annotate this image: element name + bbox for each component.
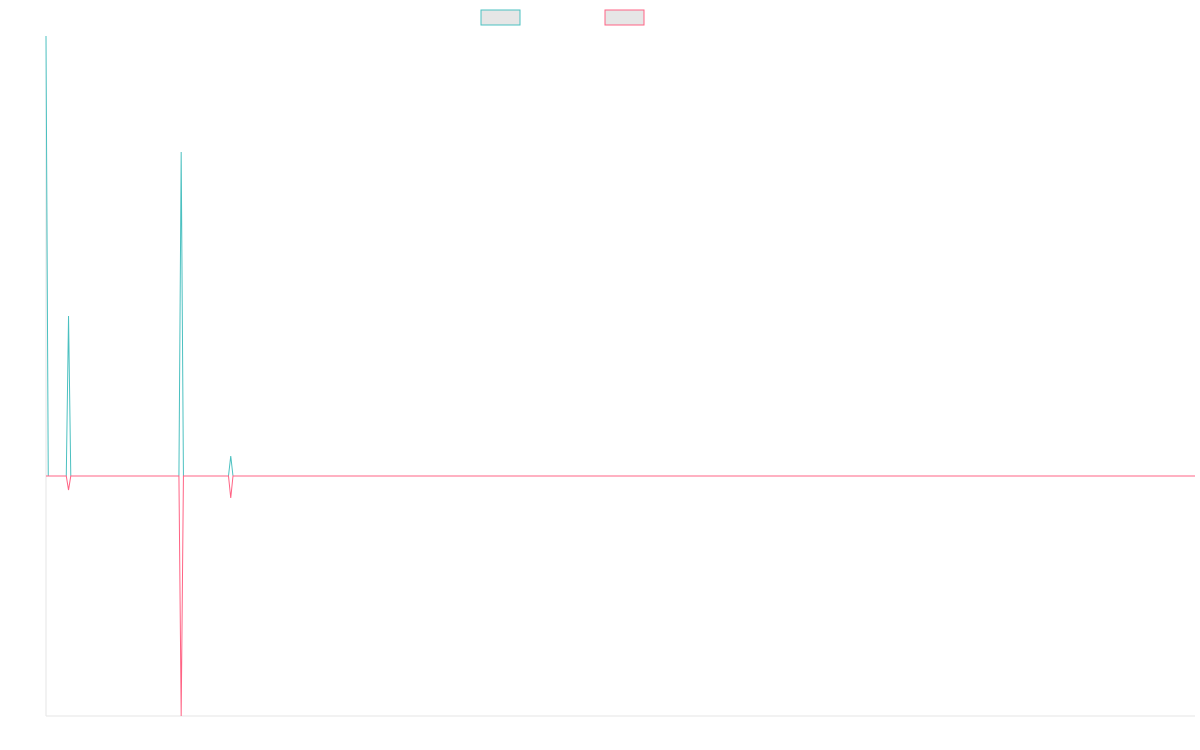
legend-swatch — [604, 9, 645, 26]
legend-swatch — [480, 9, 521, 26]
line-series — [45, 35, 1195, 477]
line-series — [46, 475, 1195, 717]
